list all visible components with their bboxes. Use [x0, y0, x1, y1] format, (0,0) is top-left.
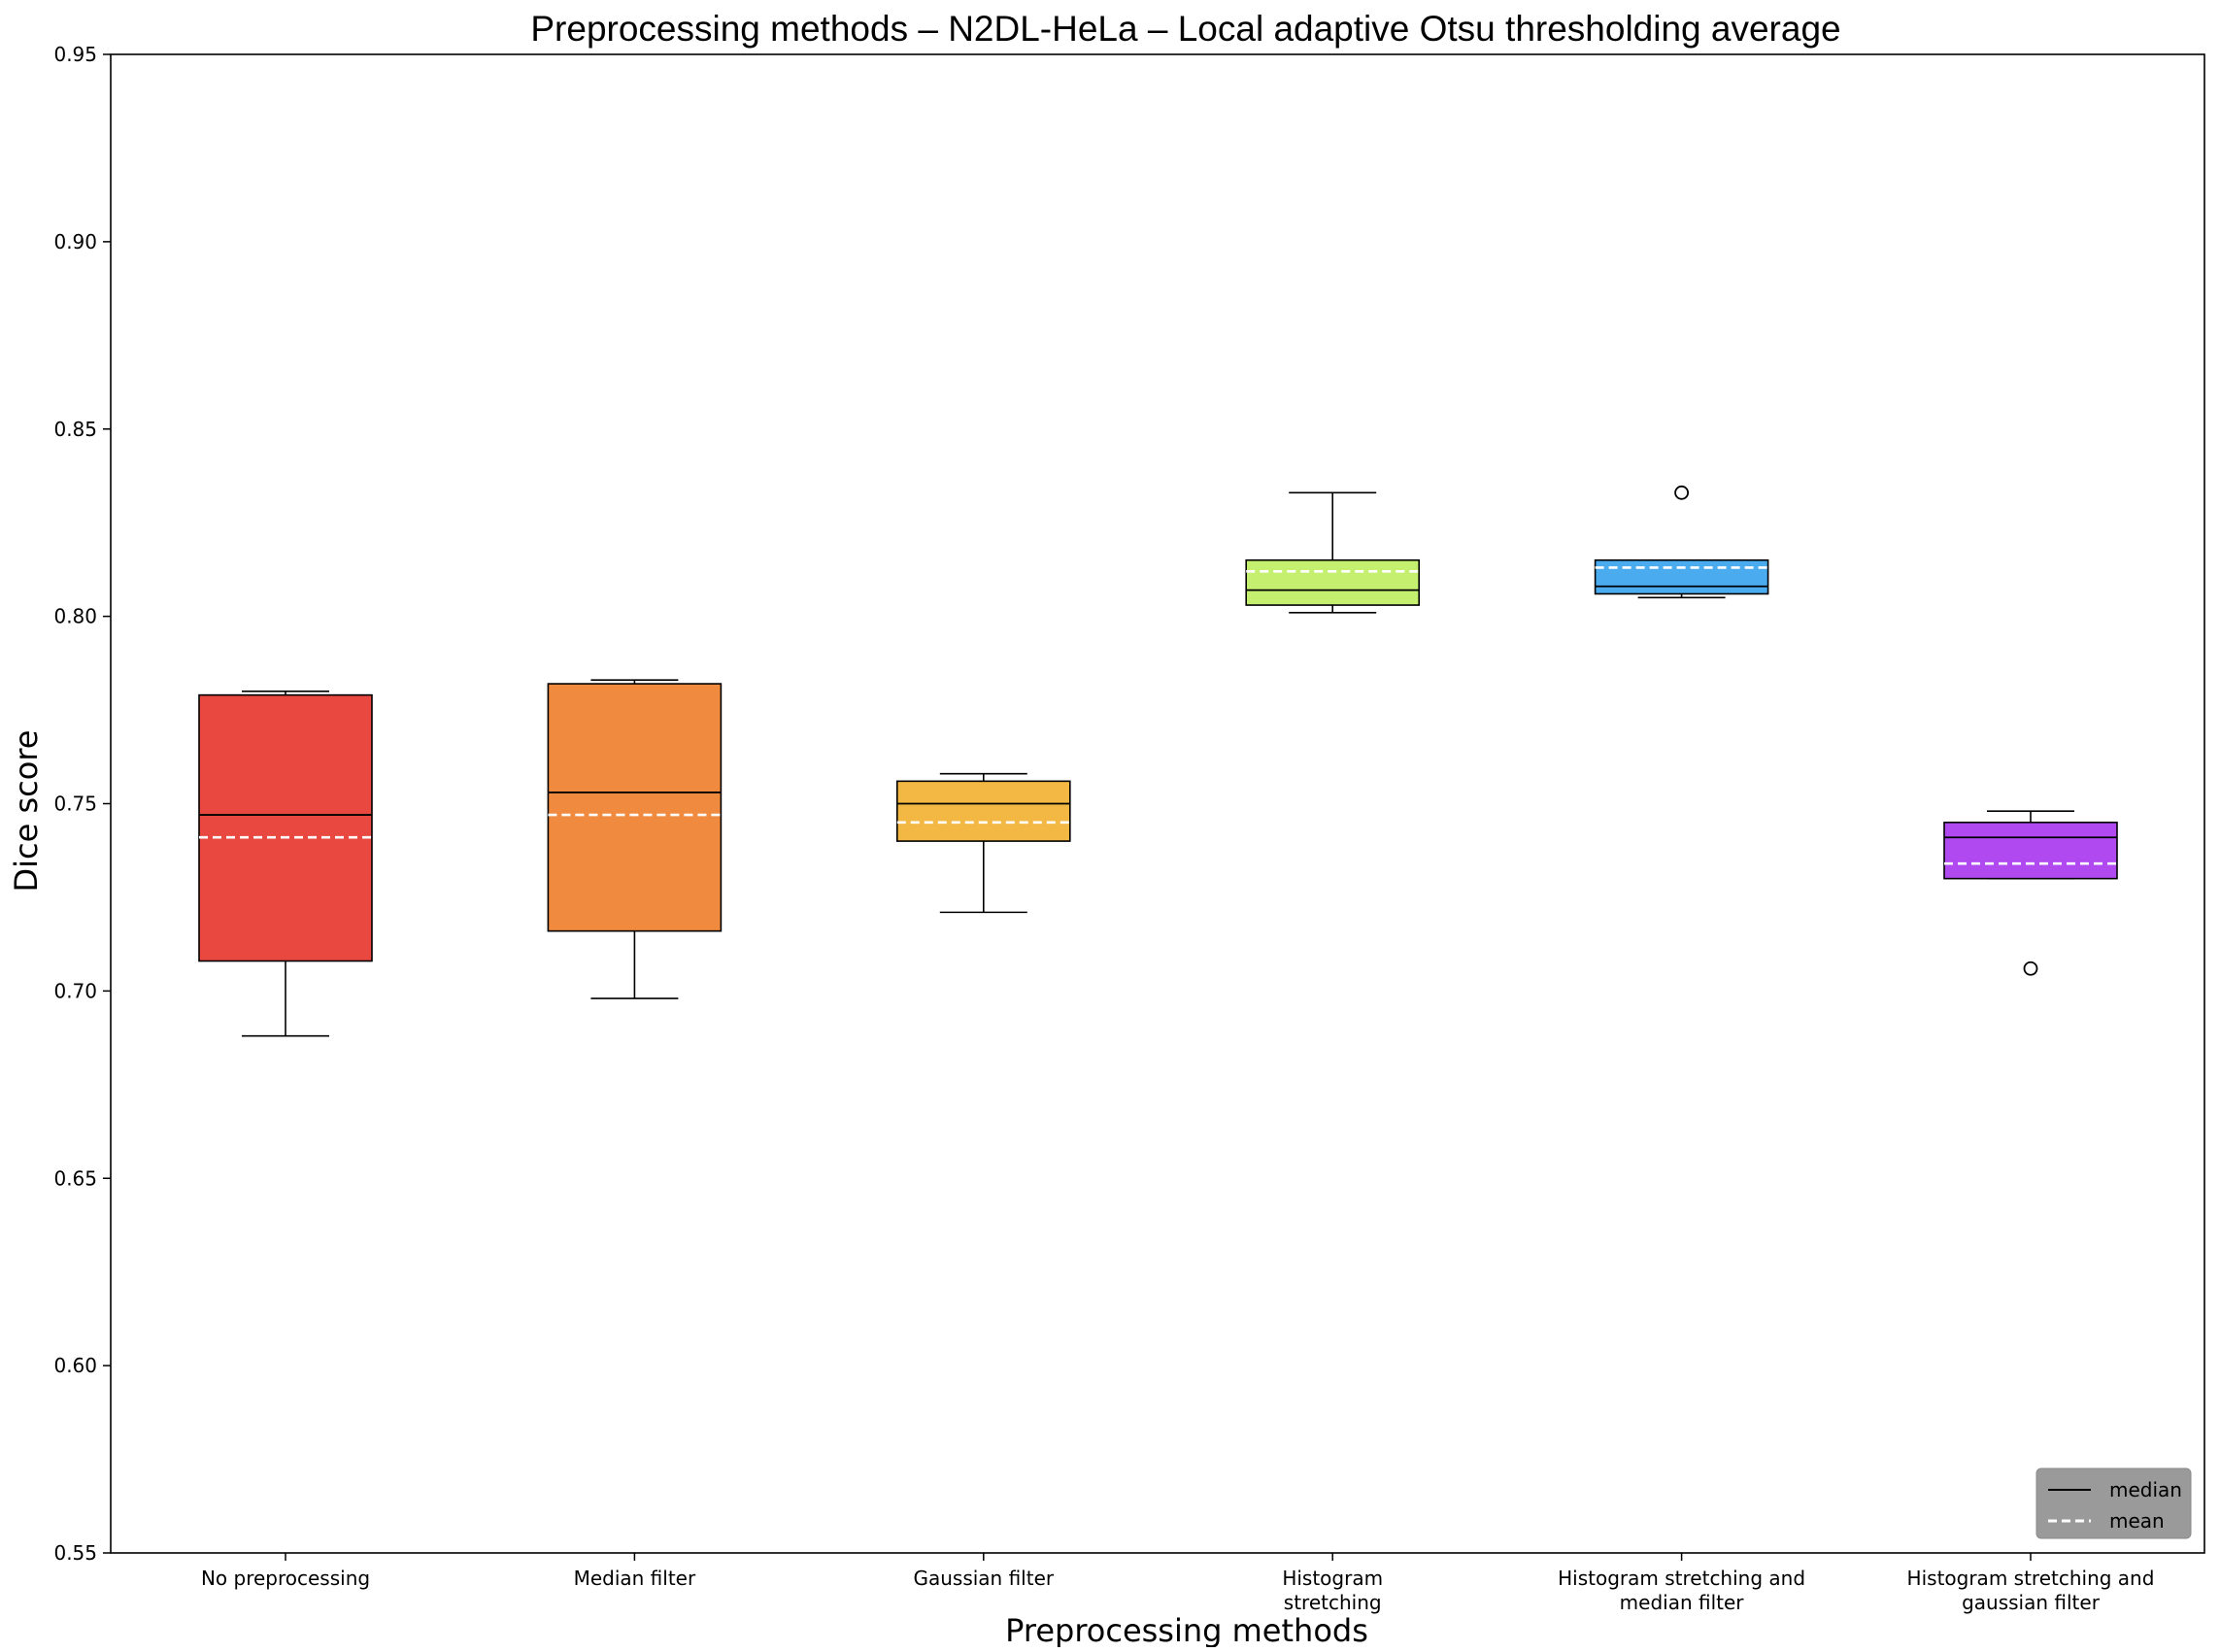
- outlier-point: [1674, 485, 1689, 500]
- x-tick-label: Histogram stretching and gaussian filter: [1907, 1567, 2155, 1614]
- x-tick-label: Median filter: [574, 1567, 696, 1590]
- plot-area: 0.55 0.60 0.65 0.70 0.75 0.80 0.85 0.90 0.95 No p…: [53, 43, 2205, 1614]
- box-body: [198, 693, 373, 962]
- y-tick-label: 0.55: [53, 1541, 97, 1565]
- x-tick-label: No preprocessing: [201, 1567, 370, 1590]
- x-axis-label: Preprocessing methods: [1005, 1612, 1368, 1647]
- y-tick-label: 0.85: [53, 418, 97, 441]
- y-tick-label: 0.75: [53, 792, 97, 816]
- legend-box: [2035, 1467, 2192, 1539]
- legend-label: median: [2109, 1478, 2182, 1501]
- box-body: [547, 683, 723, 932]
- y-tick-label: 0.95: [53, 43, 97, 66]
- x-tick-label: Gaussian filter: [913, 1567, 1054, 1590]
- y-tick-label: 0.65: [53, 1166, 97, 1190]
- box-body: [1245, 558, 1420, 606]
- outlier-point: [2023, 961, 2038, 976]
- box-body: [1943, 821, 2118, 880]
- chart-title: Preprocessing methods – N2DL-HeLa – Loca…: [530, 9, 1840, 49]
- y-tick-label: 0.90: [53, 230, 97, 253]
- legend-label: mean: [2109, 1509, 2165, 1533]
- box-body: [895, 780, 1071, 842]
- y-axis-label: Dice score: [8, 730, 45, 893]
- box-body: [1594, 558, 1769, 595]
- y-tick-label: 0.80: [53, 605, 97, 628]
- plot-frame: [110, 53, 2205, 1554]
- x-tick-label: Histogram stretching: [1282, 1567, 1383, 1614]
- y-tick-label: 0.70: [53, 979, 97, 1002]
- x-tick-label: Histogram stretching and median filter: [1558, 1567, 1805, 1614]
- y-tick-label: 0.60: [53, 1354, 97, 1377]
